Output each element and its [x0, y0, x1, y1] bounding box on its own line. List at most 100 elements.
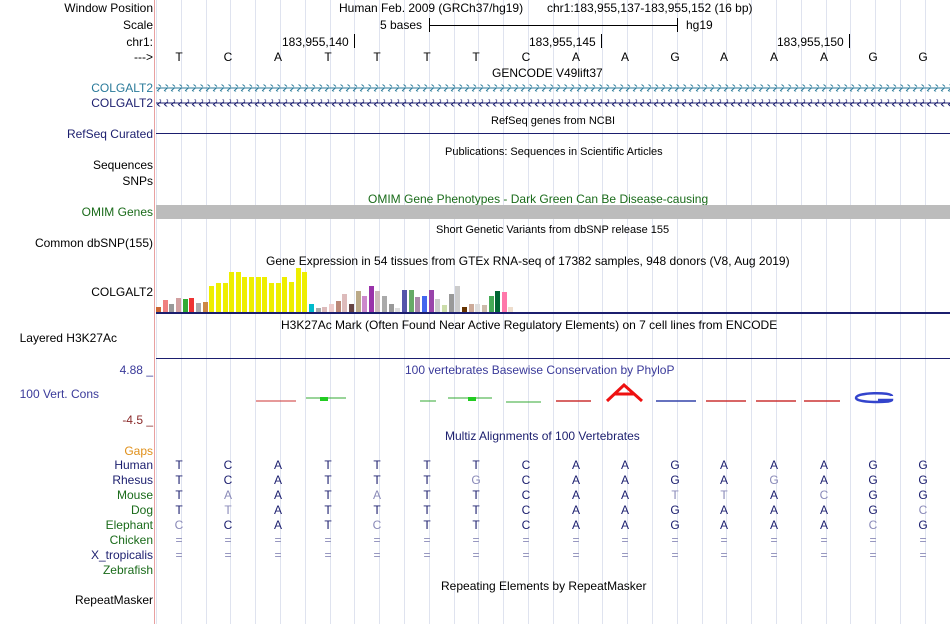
alignment-base: C	[868, 518, 878, 532]
gtex-tissue-bar[interactable]	[369, 286, 374, 312]
alignment-base: T	[324, 503, 332, 517]
gtex-tissue-bar[interactable]	[256, 277, 261, 312]
gtex-tissue-bar[interactable]	[429, 290, 434, 312]
gtex-tissue-bar[interactable]	[382, 296, 387, 312]
species-label[interactable]: Mouse	[116, 488, 153, 502]
gtex-tissue-bar[interactable]	[269, 283, 274, 312]
h3k27ac-label[interactable]: Layered H3K27Ac	[19, 331, 117, 345]
gtex-tissue-bar[interactable]	[462, 307, 467, 312]
species-label[interactable]: Zebrafish	[102, 563, 153, 577]
gtex-tissue-bar[interactable]	[415, 297, 420, 312]
phylop-logo[interactable]	[156, 382, 950, 408]
gtex-tissue-bar[interactable]	[375, 291, 380, 312]
alignment-base: A	[769, 488, 778, 502]
gtex-tissue-bar[interactable]	[183, 299, 188, 312]
alignment-base: T	[324, 518, 332, 532]
alignment-base: A	[819, 503, 828, 517]
alignment-base: C	[174, 518, 184, 532]
gtex-tissue-bar[interactable]	[302, 272, 307, 312]
gtex-tissue-bar[interactable]	[402, 290, 407, 312]
gtex-tissue-bar[interactable]	[336, 301, 341, 312]
alignment-base: T	[423, 503, 431, 517]
alignment-base: =	[572, 533, 580, 547]
gtex-tissue-bar[interactable]	[409, 290, 414, 312]
coord-tick-2	[601, 34, 602, 48]
gtex-tissue-bar[interactable]	[169, 304, 174, 312]
coord-label-3: 183,955,150	[777, 35, 844, 49]
omim-label[interactable]: OMIM Genes	[81, 205, 153, 219]
gtex-tissue-bar[interactable]	[502, 292, 507, 312]
gtex-tissue-bar[interactable]	[229, 272, 234, 312]
alignment-base: =	[175, 548, 183, 562]
alignment-base: A	[571, 488, 580, 502]
gtex-tissue-bar[interactable]	[322, 307, 327, 312]
alignment-base: T	[224, 503, 232, 517]
sequences-label[interactable]: Sequences	[92, 158, 153, 172]
gtex-tissue-bar[interactable]	[163, 300, 168, 312]
gtex-tissue-bar[interactable]	[262, 277, 267, 312]
repeatmasker-label[interactable]: RepeatMasker	[74, 593, 153, 607]
gtex-tissue-bar[interactable]	[176, 298, 181, 312]
alignment-base: T	[324, 473, 332, 487]
gtex-tissue-bar[interactable]	[482, 305, 487, 312]
h3k27ac-title: H3K27Ac Mark (Often Found Near Active Re…	[281, 318, 778, 332]
snps-label[interactable]: SNPs	[122, 174, 153, 188]
gtex-tissue-bar[interactable]	[223, 283, 228, 312]
species-label[interactable]: Rhesus	[112, 473, 153, 487]
gtex-tissue-bar[interactable]	[508, 307, 513, 312]
gtex-tissue-bar[interactable]	[209, 286, 214, 312]
gtex-label[interactable]: COLGALT2	[91, 285, 153, 299]
gtex-tissue-bar[interactable]	[342, 294, 347, 312]
gtex-tissue-bar[interactable]	[449, 294, 454, 312]
phylop-label[interactable]: 100 Vert. Cons	[19, 387, 99, 401]
gtex-tissue-bar[interactable]	[282, 277, 287, 312]
gtex-tissue-bar[interactable]	[196, 303, 201, 312]
refseq-label[interactable]: RefSeq Curated	[66, 127, 153, 141]
gtex-tissue-bar[interactable]	[216, 283, 221, 312]
gtex-tissue-bar[interactable]	[422, 296, 427, 312]
gtex-tissue-bar[interactable]	[276, 283, 281, 312]
refseq-gene-line[interactable]	[156, 133, 950, 134]
reference-base: A	[273, 50, 282, 64]
gtex-tissue-bar[interactable]	[349, 304, 354, 312]
species-label[interactable]: Elephant	[105, 518, 153, 532]
gtex-tissue-bar[interactable]	[289, 282, 294, 312]
gtex-tissue-bar[interactable]	[495, 291, 500, 312]
gtex-tissue-bar[interactable]	[316, 308, 321, 312]
gtex-tissue-bar[interactable]	[329, 304, 334, 312]
gtex-tissue-bar[interactable]	[203, 302, 208, 312]
gtex-tissue-bar[interactable]	[296, 268, 301, 312]
alignment-base: T	[175, 503, 183, 517]
gtex-tissue-bar[interactable]	[156, 307, 161, 312]
gtex-tissue-bar[interactable]	[395, 308, 400, 312]
gtex-tissue-bar[interactable]	[362, 296, 367, 312]
species-label[interactable]: Chicken	[109, 533, 153, 547]
gtex-tissue-bar[interactable]	[475, 304, 480, 312]
species-label[interactable]: Dog	[130, 503, 153, 517]
reference-base: T	[423, 50, 431, 64]
gtex-tissue-bar[interactable]	[236, 272, 241, 312]
gtex-tissue-bar[interactable]	[469, 304, 474, 312]
gtex-tissue-bar[interactable]	[242, 277, 247, 312]
omim-feature-bar[interactable]	[156, 205, 950, 219]
alignment-base: T	[720, 488, 728, 502]
phylop-max: 4.88 _	[119, 363, 153, 377]
gtex-tissue-bar[interactable]	[389, 304, 394, 312]
gtex-tissue-bar[interactable]	[309, 304, 314, 312]
gtex-tissue-bar[interactable]	[455, 286, 460, 312]
gtex-tissue-bar[interactable]	[356, 291, 361, 312]
multiz-title: Multiz Alignments of 100 Vertebrates	[445, 429, 640, 443]
species-label[interactable]: X_tropicalis	[90, 548, 153, 562]
gtex-tissue-bar[interactable]	[189, 298, 194, 312]
gencode-label-1[interactable]: COLGALT2	[91, 81, 153, 95]
dbsnp-label[interactable]: Common dbSNP(155)	[34, 236, 153, 250]
species-label[interactable]: Human	[114, 458, 153, 472]
gtex-tissue-bar[interactable]	[489, 296, 494, 312]
gtex-tissue-bar[interactable]	[435, 299, 440, 312]
gencode-gene-models[interactable]	[156, 80, 950, 110]
gtex-bar-chart[interactable]	[156, 268, 556, 312]
gencode-label-2[interactable]: COLGALT2	[91, 96, 153, 110]
gtex-tissue-bar[interactable]	[249, 277, 254, 312]
window-position-label: Window Position	[64, 1, 153, 15]
gtex-tissue-bar[interactable]	[442, 305, 447, 312]
